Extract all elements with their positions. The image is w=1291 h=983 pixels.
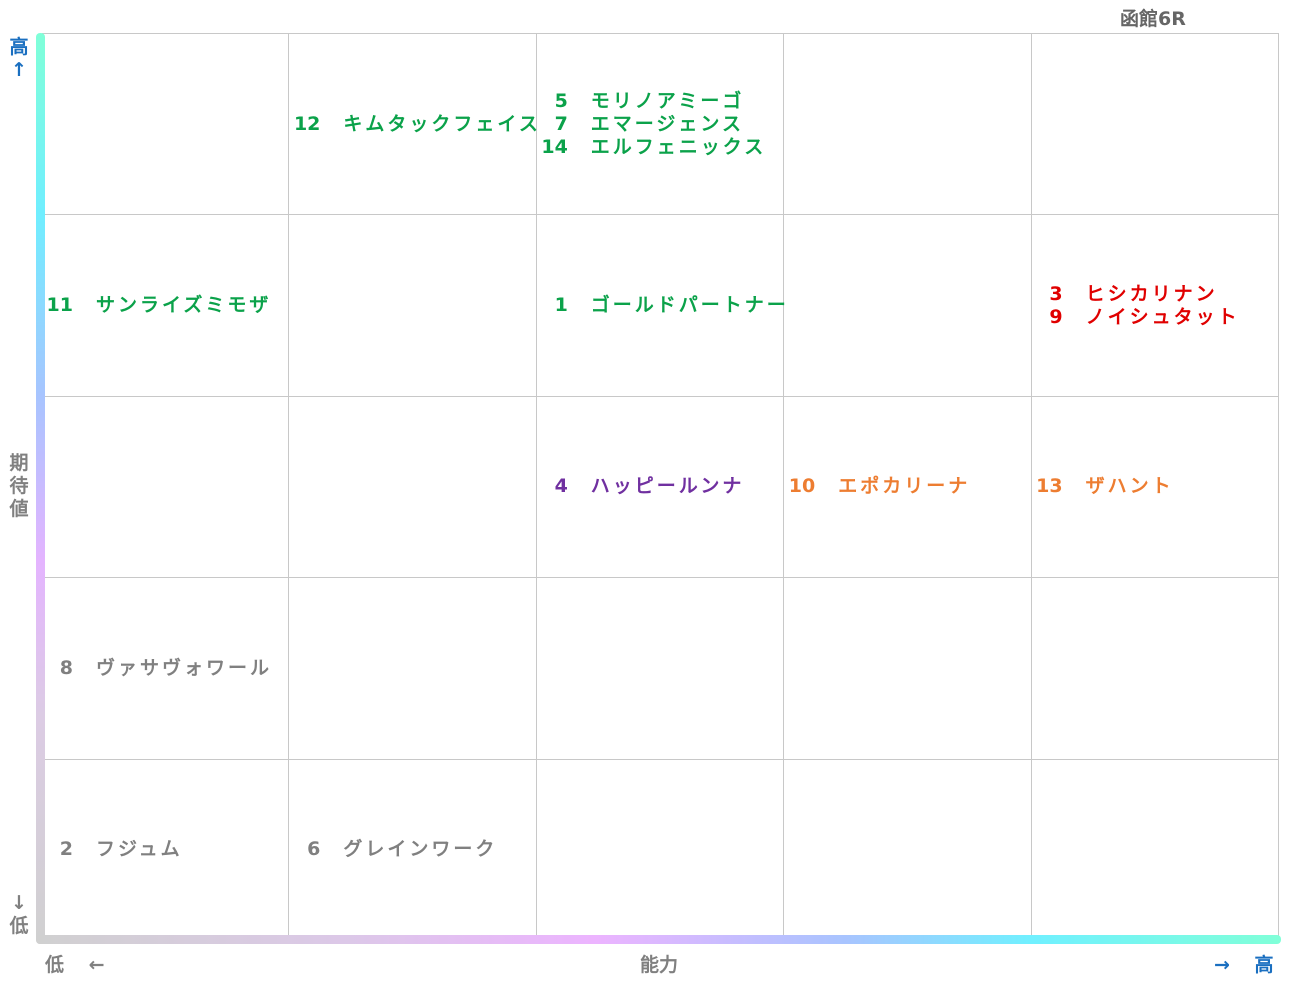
grid-cell: 12 キムタックフェイス (289, 34, 538, 216)
horse-entry: 13 ザハント (1032, 475, 1278, 498)
horse-name: モリノアミーゴ (590, 89, 745, 112)
horse-name: サンライズミモザ (96, 294, 272, 317)
horse-number: 6 (307, 838, 321, 861)
horse-entry: 7 エマージェンス (537, 113, 783, 136)
horse-name: エルフェニックス (590, 135, 767, 158)
horse-entry: 3 ヒシカリナン (1032, 283, 1278, 306)
horse-entry: 11 サンライズミモザ (42, 294, 288, 317)
horse-number: 13 (1036, 475, 1063, 498)
grid-cell: 1 ゴールドパートナー (536, 215, 786, 397)
horse-entry: 6 グレインワーク (289, 838, 535, 861)
grid-cell: 3 ヒシカリナン 9 ノイシュタット (1031, 215, 1279, 397)
grid-cell (784, 34, 1032, 216)
y-axis-bar (36, 33, 45, 944)
horse-name: エポカリーナ (838, 475, 971, 498)
horse-entry: 10 エポカリーナ (784, 475, 1030, 498)
horse-entry: 12 キムタックフェイス (289, 112, 538, 136)
horse-name: ヒシカリナン (1085, 282, 1218, 305)
grid-cell (1031, 34, 1279, 216)
horse-entry: 8 ヴァサヴォワール (42, 657, 288, 680)
horse-number: 5 (554, 89, 568, 112)
horse-number: 4 (554, 475, 568, 498)
horse-number: 9 (1049, 305, 1063, 328)
x-high-label: → 高 (1214, 954, 1274, 976)
y-high-label: 高↑ (9, 36, 29, 81)
horse-number: 12 (293, 112, 321, 135)
horse-name: エマージェンス (590, 112, 745, 135)
grid-cell (536, 759, 785, 941)
grid-cell (42, 396, 290, 579)
y-axis-label: 期待値 (9, 452, 29, 520)
horse-entry: 14 エルフェニックス (537, 136, 783, 159)
grid-cell: 11 サンライズミモザ (42, 215, 290, 397)
grid-cell: 6 グレインワーク (289, 759, 537, 941)
grid-cell (784, 578, 1032, 760)
grid-cell (42, 34, 290, 216)
grid-cell: 10 エポカリーナ (784, 396, 1032, 579)
horse-number: 8 (59, 656, 73, 679)
horse-entry: 4 ハッピールンナ (537, 475, 783, 498)
x-axis-label: 能力 (640, 954, 679, 976)
horse-entry: 5 モリノアミーゴ (537, 90, 783, 113)
horse-name: ザハント (1085, 475, 1174, 498)
x-axis-bar (36, 935, 1281, 944)
horse-name: キムタックフェイス (343, 112, 541, 135)
horse-number: 11 (46, 294, 73, 317)
horse-number: 3 (1049, 282, 1063, 305)
grid-cell (289, 396, 537, 579)
grid-cell (1031, 759, 1279, 941)
grid-cell: 13 ザハント (1031, 396, 1279, 579)
grid-cell (289, 578, 537, 760)
y-low-label: ↓低 (9, 892, 29, 937)
grid-cell (1031, 578, 1279, 760)
grid-cell (784, 759, 1032, 941)
horse-number: 2 (59, 838, 73, 861)
horse-number: 14 (541, 135, 568, 158)
horse-name: ヴァサヴォワール (96, 656, 273, 679)
horse-name: ノイシュタット (1085, 305, 1240, 328)
grid-cell: 4 ハッピールンナ (536, 396, 785, 579)
horse-entry: 9 ノイシュタット (1032, 306, 1278, 329)
grid-cell: 5 モリノアミーゴ 7 エマージェンス 14 エルフェニックス (536, 34, 785, 216)
horse-number: 1 (554, 294, 568, 317)
horse-number: 7 (554, 112, 568, 135)
grid: 12 キムタックフェイス 5 モリノアミーゴ 7 エマージェンス 14 エルフェニックス 11 サ… (42, 33, 1279, 941)
grid-cell (289, 215, 537, 397)
horse-name: ゴールドパートナー (590, 294, 789, 317)
horse-name: フジュム (96, 838, 183, 861)
horse-entry: 1 ゴールドパートナー (537, 294, 786, 317)
horse-number: 10 (788, 475, 816, 498)
grid-cell (784, 215, 1032, 397)
horse-name: グレインワーク (343, 838, 498, 861)
horse-name: ハッピールンナ (590, 475, 745, 498)
grid-cell (536, 578, 785, 760)
grid-cell: 2 フジュム (42, 759, 290, 941)
grid-cell: 8 ヴァサヴォワール (42, 578, 290, 760)
title: 函館6R (1120, 8, 1186, 30)
horse-entry: 2 フジュム (42, 838, 288, 861)
x-low-label: 低 ← (45, 954, 105, 976)
